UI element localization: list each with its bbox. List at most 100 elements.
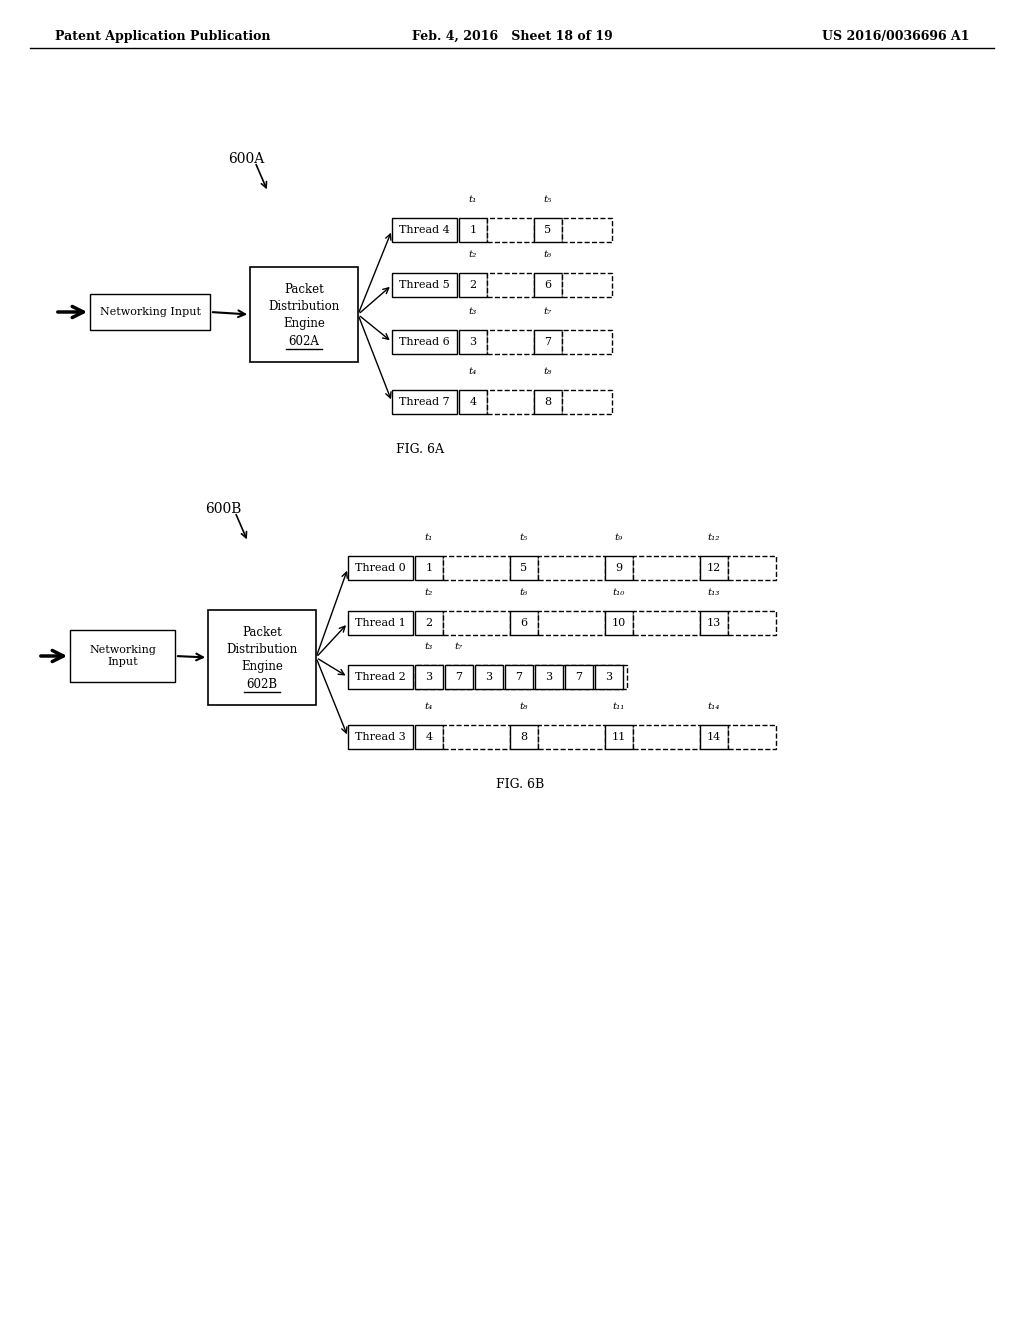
FancyBboxPatch shape (348, 611, 413, 635)
FancyBboxPatch shape (208, 610, 316, 705)
Text: Thread 2: Thread 2 (355, 672, 406, 682)
FancyBboxPatch shape (487, 389, 534, 414)
FancyBboxPatch shape (70, 630, 175, 682)
Text: t₉: t₉ (614, 533, 624, 543)
FancyBboxPatch shape (392, 330, 457, 354)
FancyBboxPatch shape (443, 611, 510, 635)
Text: Thread 3: Thread 3 (355, 733, 406, 742)
Text: Networking
Input: Networking Input (89, 644, 156, 667)
FancyBboxPatch shape (443, 556, 510, 579)
Text: 14: 14 (707, 733, 721, 742)
FancyBboxPatch shape (633, 611, 700, 635)
Text: 7: 7 (456, 672, 463, 682)
Text: t₃: t₃ (469, 308, 477, 315)
Text: 5: 5 (520, 564, 527, 573)
FancyBboxPatch shape (415, 665, 443, 689)
FancyBboxPatch shape (633, 556, 700, 579)
FancyBboxPatch shape (505, 665, 534, 689)
FancyBboxPatch shape (392, 218, 457, 242)
FancyBboxPatch shape (510, 556, 538, 579)
FancyBboxPatch shape (534, 389, 562, 414)
FancyBboxPatch shape (415, 725, 443, 748)
FancyBboxPatch shape (487, 218, 534, 242)
Text: Thread 6: Thread 6 (399, 337, 450, 347)
Text: 600A: 600A (228, 152, 264, 166)
Text: t₃: t₃ (425, 642, 433, 651)
Text: t₁₀: t₁₀ (612, 587, 626, 597)
FancyBboxPatch shape (348, 556, 413, 579)
FancyBboxPatch shape (538, 611, 605, 635)
FancyBboxPatch shape (562, 330, 612, 354)
FancyBboxPatch shape (728, 725, 776, 748)
Text: 2: 2 (425, 618, 432, 628)
Text: 602B: 602B (247, 678, 278, 690)
Text: US 2016/0036696 A1: US 2016/0036696 A1 (822, 30, 970, 44)
Text: 12: 12 (707, 564, 721, 573)
FancyBboxPatch shape (459, 330, 487, 354)
Text: 1: 1 (469, 224, 476, 235)
FancyBboxPatch shape (534, 218, 562, 242)
Text: 602A: 602A (289, 335, 319, 348)
FancyBboxPatch shape (445, 665, 473, 689)
FancyBboxPatch shape (562, 218, 612, 242)
FancyBboxPatch shape (459, 218, 487, 242)
FancyBboxPatch shape (562, 273, 612, 297)
Text: 3: 3 (605, 672, 612, 682)
Text: FIG. 6A: FIG. 6A (396, 444, 444, 455)
FancyBboxPatch shape (633, 725, 700, 748)
Text: 6: 6 (545, 280, 552, 290)
FancyBboxPatch shape (605, 611, 633, 635)
FancyBboxPatch shape (605, 725, 633, 748)
Text: 7: 7 (545, 337, 552, 347)
Text: t₁₄: t₁₄ (708, 702, 720, 711)
Text: Thread 7: Thread 7 (399, 397, 450, 407)
Text: Thread 4: Thread 4 (399, 224, 450, 235)
FancyBboxPatch shape (535, 665, 563, 689)
FancyBboxPatch shape (538, 725, 605, 748)
Text: t₄: t₄ (425, 702, 433, 711)
Text: 3: 3 (485, 672, 493, 682)
FancyBboxPatch shape (538, 556, 605, 579)
FancyBboxPatch shape (487, 273, 534, 297)
Text: 4: 4 (469, 397, 476, 407)
Text: t₅: t₅ (544, 195, 552, 205)
Text: 3: 3 (469, 337, 476, 347)
Text: 2: 2 (469, 280, 476, 290)
Text: 3: 3 (546, 672, 553, 682)
Text: Packet
Distribution
Engine: Packet Distribution Engine (268, 282, 340, 330)
Text: 1: 1 (425, 564, 432, 573)
Text: t₁: t₁ (425, 533, 433, 543)
Text: 7: 7 (515, 672, 522, 682)
Text: t₆: t₆ (544, 249, 552, 259)
Text: 8: 8 (545, 397, 552, 407)
Text: t₁: t₁ (469, 195, 477, 205)
Text: 3: 3 (425, 672, 432, 682)
FancyBboxPatch shape (605, 556, 633, 579)
Text: t₅: t₅ (520, 533, 528, 543)
FancyBboxPatch shape (487, 330, 534, 354)
Text: Thread 1: Thread 1 (355, 618, 406, 628)
Text: 5: 5 (545, 224, 552, 235)
FancyBboxPatch shape (534, 330, 562, 354)
Text: Thread 0: Thread 0 (355, 564, 406, 573)
Text: Thread 5: Thread 5 (399, 280, 450, 290)
Text: 10: 10 (612, 618, 626, 628)
FancyBboxPatch shape (700, 725, 728, 748)
Text: t₂: t₂ (469, 249, 477, 259)
Text: t₈: t₈ (544, 367, 552, 376)
Text: Feb. 4, 2016   Sheet 18 of 19: Feb. 4, 2016 Sheet 18 of 19 (412, 30, 612, 44)
FancyBboxPatch shape (534, 273, 562, 297)
FancyBboxPatch shape (459, 273, 487, 297)
FancyBboxPatch shape (565, 665, 593, 689)
Text: 9: 9 (615, 564, 623, 573)
Text: t₁₂: t₁₂ (708, 533, 720, 543)
Text: t₂: t₂ (425, 587, 433, 597)
FancyBboxPatch shape (415, 665, 627, 689)
Text: Packet
Distribution
Engine: Packet Distribution Engine (226, 626, 298, 673)
FancyBboxPatch shape (562, 389, 612, 414)
FancyBboxPatch shape (250, 267, 358, 362)
FancyBboxPatch shape (700, 556, 728, 579)
Text: Patent Application Publication: Patent Application Publication (55, 30, 270, 44)
Text: t₇: t₇ (455, 642, 463, 651)
FancyBboxPatch shape (595, 665, 623, 689)
